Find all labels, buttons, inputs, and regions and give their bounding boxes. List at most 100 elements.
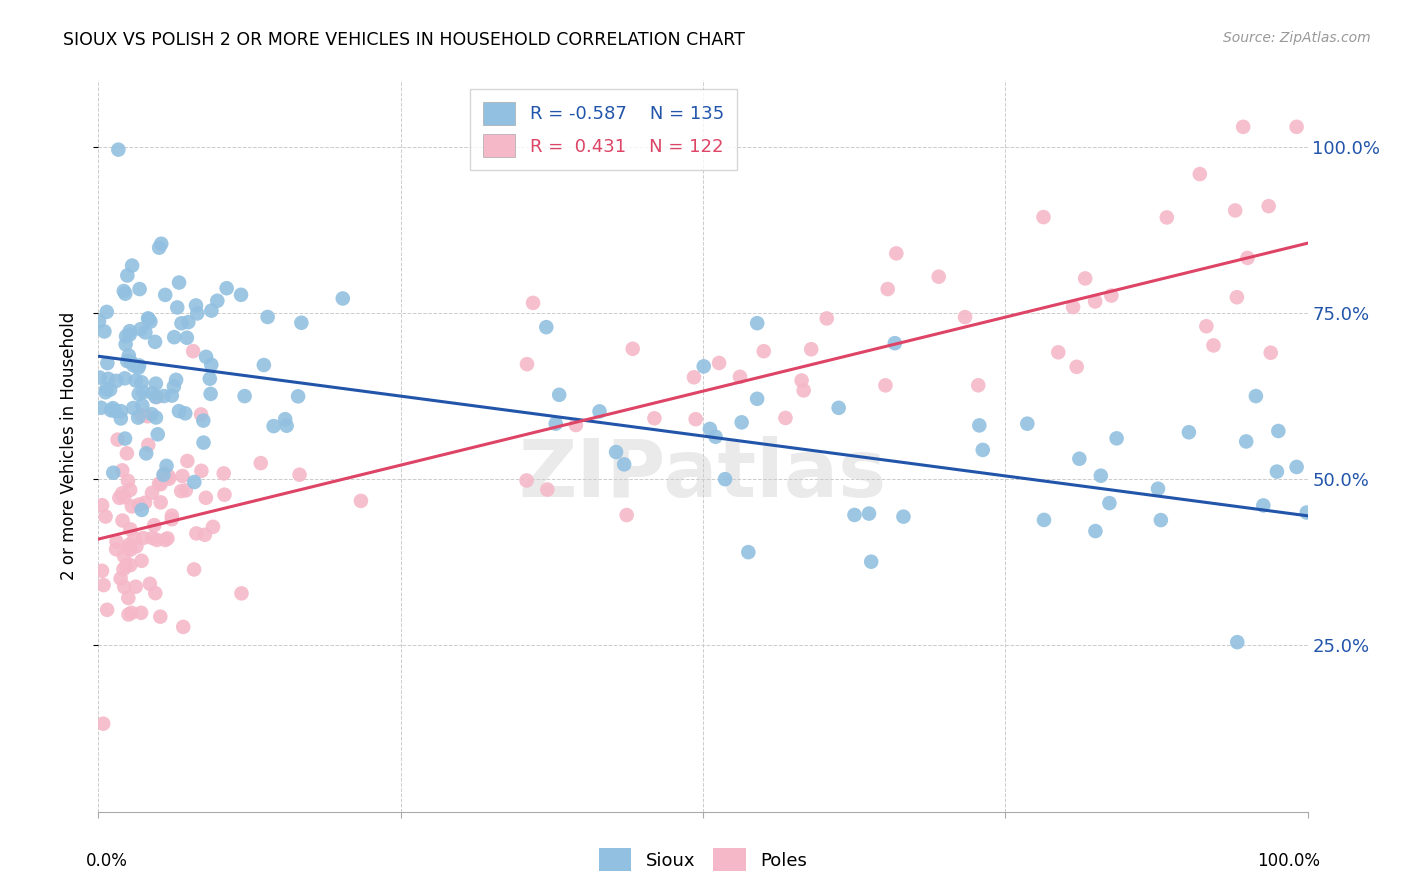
Point (96, 305, 118, 319)
Point (699, 422, 721, 436)
Point (141, 531, 163, 545)
Point (93, 325, 115, 339)
Point (172, 469, 194, 483)
Point (1069, 451, 1091, 466)
Point (176, 454, 198, 468)
Point (115, 446, 138, 460)
Point (120, 558, 142, 573)
Point (876, 282, 898, 296)
Point (1257, 199, 1279, 213)
Point (1147, 482, 1170, 496)
Point (875, 378, 897, 392)
Point (1295, 506, 1317, 520)
Point (1105, 431, 1128, 445)
Point (120, 483, 142, 497)
Point (112, 490, 135, 504)
Point (131, 376, 153, 390)
Point (129, 606, 152, 620)
Point (274, 412, 297, 426)
Point (128, 387, 150, 401)
Point (134, 326, 156, 340)
Point (1033, 513, 1056, 527)
Point (112, 284, 135, 298)
Point (548, 388, 571, 402)
Point (263, 419, 285, 434)
Point (207, 293, 229, 308)
Point (115, 558, 138, 573)
Point (155, 533, 177, 547)
Point (170, 484, 193, 499)
Point (118, 538, 141, 552)
Point (94, 509, 117, 524)
Point (967, 378, 990, 392)
Point (110, 411, 132, 425)
Point (120, 355, 142, 369)
Point (110, 404, 132, 418)
Point (125, 580, 148, 594)
Point (747, 392, 769, 406)
Point (127, 360, 149, 375)
Point (141, 485, 163, 500)
Point (186, 306, 208, 320)
Point (114, 371, 136, 385)
Point (1098, 496, 1121, 510)
Point (276, 418, 298, 433)
Point (115, 354, 138, 368)
Point (118, 349, 141, 363)
Point (969, 418, 991, 433)
Point (605, 445, 627, 459)
Point (201, 520, 224, 534)
Point (98, 383, 121, 397)
Point (146, 427, 169, 442)
Text: ZIPatlas: ZIPatlas (519, 436, 887, 515)
Point (815, 311, 838, 326)
Point (122, 358, 145, 372)
Point (1047, 345, 1070, 359)
Point (107, 143, 129, 157)
Point (522, 296, 544, 310)
Text: 100.0%: 100.0% (1257, 852, 1320, 870)
Point (156, 532, 179, 546)
Point (117, 607, 139, 622)
Point (160, 388, 183, 402)
Point (112, 549, 135, 564)
Point (145, 410, 167, 425)
Text: Source: ZipAtlas.com: Source: ZipAtlas.com (1223, 31, 1371, 45)
Point (1195, 319, 1218, 334)
Point (707, 356, 730, 370)
Point (97, 372, 120, 386)
Point (747, 316, 769, 330)
Point (107, 433, 129, 447)
Point (1260, 345, 1282, 359)
Point (160, 512, 183, 526)
Point (138, 312, 160, 326)
Point (231, 586, 253, 600)
Point (117, 591, 139, 605)
Point (128, 282, 150, 296)
Point (96, 356, 118, 370)
Point (163, 379, 186, 393)
Point (790, 374, 813, 388)
Point (193, 435, 215, 450)
Point (118, 324, 141, 338)
Text: SIOUX VS POLISH 2 OR MORE VEHICLES IN HOUSEHOLD CORRELATION CHART: SIOUX VS POLISH 2 OR MORE VEHICLES IN HO… (63, 31, 745, 49)
Point (167, 404, 190, 418)
Point (125, 540, 148, 554)
Point (1150, 513, 1173, 527)
Point (860, 555, 883, 569)
Point (1074, 271, 1097, 285)
Point (112, 562, 135, 576)
Point (693, 359, 716, 374)
Point (183, 475, 205, 489)
Point (1232, 120, 1254, 134)
Point (198, 372, 221, 386)
Point (128, 498, 150, 512)
Point (883, 336, 905, 351)
Point (536, 320, 558, 334)
Point (117, 474, 139, 488)
Point (96, 382, 118, 396)
Point (148, 476, 170, 491)
Point (1084, 524, 1107, 538)
Point (100, 403, 122, 417)
Point (131, 554, 153, 568)
